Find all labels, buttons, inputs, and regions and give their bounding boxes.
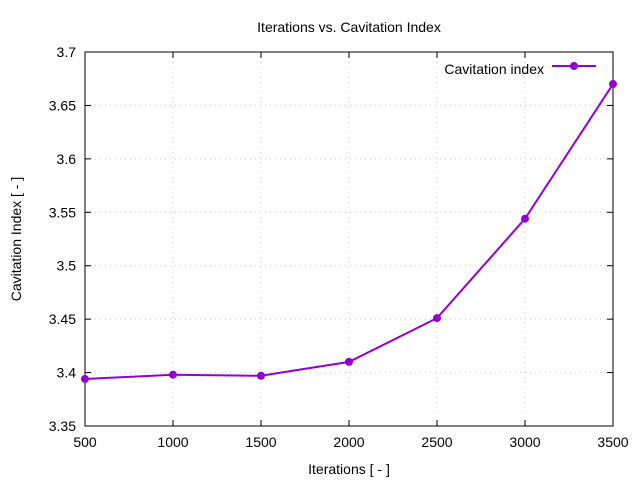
x-tick-label: 2500 <box>421 434 452 450</box>
data-point <box>169 370 177 379</box>
data-point <box>257 371 265 380</box>
data-point <box>81 374 89 383</box>
x-tick-label: 1000 <box>157 434 188 450</box>
series-line <box>84 83 614 380</box>
legend-marker-swatch <box>570 62 578 70</box>
plot-frame <box>84 51 614 427</box>
y-tick-label: 3.45 <box>49 311 76 327</box>
data-point <box>609 80 617 89</box>
y-tick-label: 3.5 <box>57 258 77 274</box>
x-axis-label: Iterations [ - ] <box>308 461 390 477</box>
x-tick-label: 3500 <box>597 434 628 450</box>
y-tick-label: 3.35 <box>49 418 76 434</box>
data-point <box>521 214 529 223</box>
y-tick-label: 3.65 <box>49 97 76 113</box>
data-point <box>345 357 353 366</box>
x-tick-label: 1500 <box>245 434 276 450</box>
y-tick-label: 3.7 <box>57 44 77 60</box>
y-axis-label: Cavitation Index [ - ] <box>8 177 24 302</box>
chart-title: Iterations vs. Cavitation Index <box>257 19 441 35</box>
x-tick-labels: 500 1000 1500 2000 2500 3000 3500 <box>73 434 628 450</box>
y-tick-label: 3.6 <box>57 151 77 167</box>
y-tick-label: 3.55 <box>49 204 76 220</box>
axis-ticks <box>84 51 614 427</box>
y-tick-label: 3.4 <box>57 365 77 381</box>
y-tick-labels: 3.35 3.4 3.45 3.5 3.55 3.6 3.65 3.7 <box>49 44 76 434</box>
grid-lines <box>85 52 613 426</box>
series-layer <box>81 80 617 383</box>
legend: Cavitation index <box>444 61 596 77</box>
data-point <box>433 314 441 323</box>
x-tick-label: 3000 <box>509 434 540 450</box>
legend-label: Cavitation index <box>444 61 544 77</box>
x-tick-label: 500 <box>73 434 97 450</box>
x-tick-label: 2000 <box>333 434 364 450</box>
